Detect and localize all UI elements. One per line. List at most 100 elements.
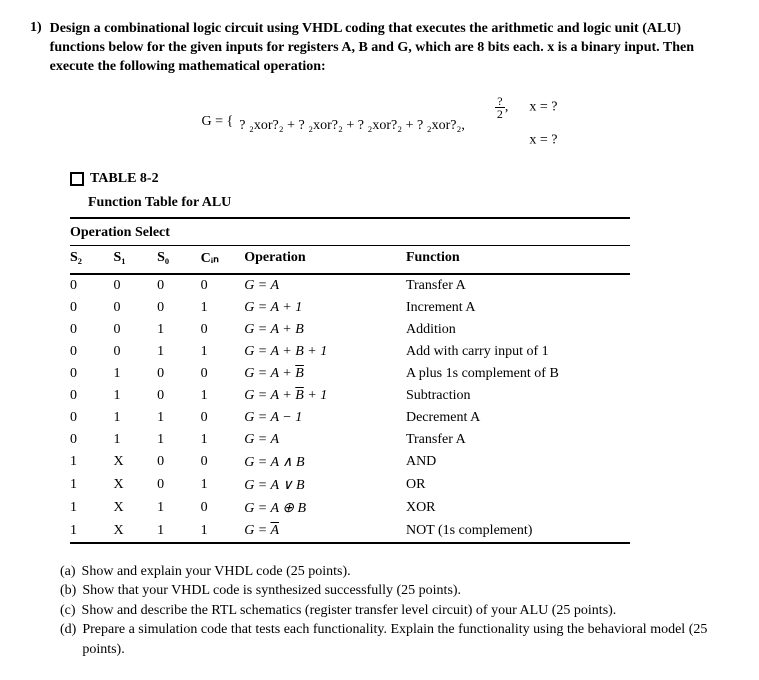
cell-operation: G = A xyxy=(244,274,406,297)
cond1-right: x = ? xyxy=(529,99,557,114)
cell: 1 xyxy=(201,341,245,363)
cell: 1 xyxy=(201,385,245,407)
cell: 1 xyxy=(201,297,245,319)
cell-function: OR xyxy=(406,474,630,497)
cell-operation: G = A ∧ B xyxy=(244,451,406,474)
table-row: 1X10G = A ⊕ BXOR xyxy=(70,497,630,520)
cell-operation: G = A + B xyxy=(244,319,406,341)
cell: 0 xyxy=(157,474,201,497)
cell-function: Subtraction xyxy=(406,385,630,407)
part-a: (a) Show and explain your VHDL code (25 … xyxy=(60,562,729,582)
cell-operation: G = A + B + 1 xyxy=(244,341,406,363)
cell-function: Decrement A xyxy=(406,407,630,429)
equation-right: ? 2 , x = ? ?2 x = ? xyxy=(495,95,558,153)
table-label-row: TABLE 8-2 xyxy=(70,171,729,187)
equation-block: G = { ? ₂xor?₂ + ? ₂xor?₂ + ? ₂xor?₂ + ?… xyxy=(30,95,729,153)
cell: 1 xyxy=(157,429,201,451)
header-spacer1 xyxy=(244,218,406,246)
cell-function: AND xyxy=(406,451,630,474)
table-row: 0011G = A + B + 1Add with carry input of… xyxy=(70,341,630,363)
cell: 1 xyxy=(157,319,201,341)
table-label: TABLE 8-2 xyxy=(90,171,159,187)
part-d-text: Prepare a simulation code that tests eac… xyxy=(82,620,729,659)
cell: 1 xyxy=(70,474,114,497)
cell: 0 xyxy=(201,407,245,429)
cell: 0 xyxy=(157,363,201,385)
header-s2: S₂ xyxy=(70,245,114,274)
cell: 1 xyxy=(157,497,201,520)
cell: 0 xyxy=(201,274,245,297)
part-d-label: (d) xyxy=(60,620,76,659)
cell-operation: G = A + B xyxy=(244,363,406,385)
cell-function: XOR xyxy=(406,497,630,520)
cell: 0 xyxy=(201,319,245,341)
cell: 1 xyxy=(114,363,158,385)
equation-cond2: ?2 x = ? xyxy=(495,128,558,153)
cell-function: Add with carry input of 1 xyxy=(406,341,630,363)
part-a-label: (a) xyxy=(60,562,76,582)
cell: 1 xyxy=(157,341,201,363)
cell: 1 xyxy=(157,520,201,543)
cell: 0 xyxy=(114,297,158,319)
table-section: TABLE 8-2 Function Table for ALU Operati… xyxy=(70,171,729,544)
cell: 0 xyxy=(70,341,114,363)
header-spacer2 xyxy=(406,218,630,246)
table-row: 1X11G = ANOT (1s complement) xyxy=(70,520,630,543)
cell: 1 xyxy=(114,429,158,451)
cell: 0 xyxy=(70,274,114,297)
cell: X xyxy=(114,451,158,474)
cond2-right: x = ? xyxy=(529,132,557,147)
cell: 0 xyxy=(157,385,201,407)
header-function: Function xyxy=(406,245,630,274)
table-row: 0110G = A − 1Decrement A xyxy=(70,407,630,429)
frac-den: 2 xyxy=(495,108,505,120)
cell-function: Transfer A xyxy=(406,274,630,297)
cell-function: Addition xyxy=(406,319,630,341)
cell: 0 xyxy=(157,297,201,319)
cell: 1 xyxy=(70,451,114,474)
cell-operation: G = A xyxy=(244,520,406,543)
cell: 0 xyxy=(201,451,245,474)
cell: 1 xyxy=(157,407,201,429)
cell-function: NOT (1s complement) xyxy=(406,520,630,543)
header-cin: Cᵢₙ xyxy=(201,245,245,274)
question-text: Design a combinational logic circuit usi… xyxy=(50,20,729,77)
alu-table: Operation Select S₂ S₁ S₀ Cᵢₙ Operation … xyxy=(70,217,630,544)
part-b: (b) Show that your VHDL code is synthesi… xyxy=(60,581,729,601)
cell: 1 xyxy=(70,497,114,520)
part-a-text: Show and explain your VHDL code (25 poin… xyxy=(82,562,351,582)
cond1-suffix: , xyxy=(505,99,509,114)
cell-operation: G = A ∨ B xyxy=(244,474,406,497)
header-s1: S₁ xyxy=(114,245,158,274)
cell-function: A plus 1s complement of B xyxy=(406,363,630,385)
cell: 0 xyxy=(201,497,245,520)
table-title: Function Table for ALU xyxy=(88,195,729,211)
parts-list: (a) Show and explain your VHDL code (25 … xyxy=(60,562,729,660)
cell-operation: G = A − 1 xyxy=(244,407,406,429)
cell: 0 xyxy=(70,319,114,341)
cell-function: Increment A xyxy=(406,297,630,319)
table-row: 0001G = A + 1Increment A xyxy=(70,297,630,319)
question-block: 1) Design a combinational logic circuit … xyxy=(30,20,729,77)
table-row: 0101G = A + B + 1Subtraction xyxy=(70,385,630,407)
square-icon xyxy=(70,172,84,186)
equation-cond1: ? 2 , x = ? xyxy=(495,95,558,120)
cell: X xyxy=(114,520,158,543)
equation-lines: ? ₂xor?₂ + ? ₂xor?₂ + ? ₂xor?₂ + ? ₂xor?… xyxy=(239,114,465,134)
cell: 0 xyxy=(157,274,201,297)
part-b-label: (b) xyxy=(60,581,76,601)
fraction: ? 2 xyxy=(495,95,505,120)
question-number: 1) xyxy=(30,20,42,77)
cell-operation: G = A ⊕ B xyxy=(244,497,406,520)
cell-operation: G = A + 1 xyxy=(244,297,406,319)
cell: 0 xyxy=(114,274,158,297)
cell-operation: G = A + B + 1 xyxy=(244,385,406,407)
group-header: Operation Select xyxy=(70,218,244,246)
cell: 0 xyxy=(70,363,114,385)
header-s0: S₀ xyxy=(157,245,201,274)
cell-operation: G = A xyxy=(244,429,406,451)
cell: 1 xyxy=(201,474,245,497)
cell: 1 xyxy=(114,407,158,429)
header-operation: Operation xyxy=(244,245,406,274)
equation-left: G = { ? ₂xor?₂ + ? ₂xor?₂ + ? ₂xor?₂ + ?… xyxy=(202,114,465,134)
